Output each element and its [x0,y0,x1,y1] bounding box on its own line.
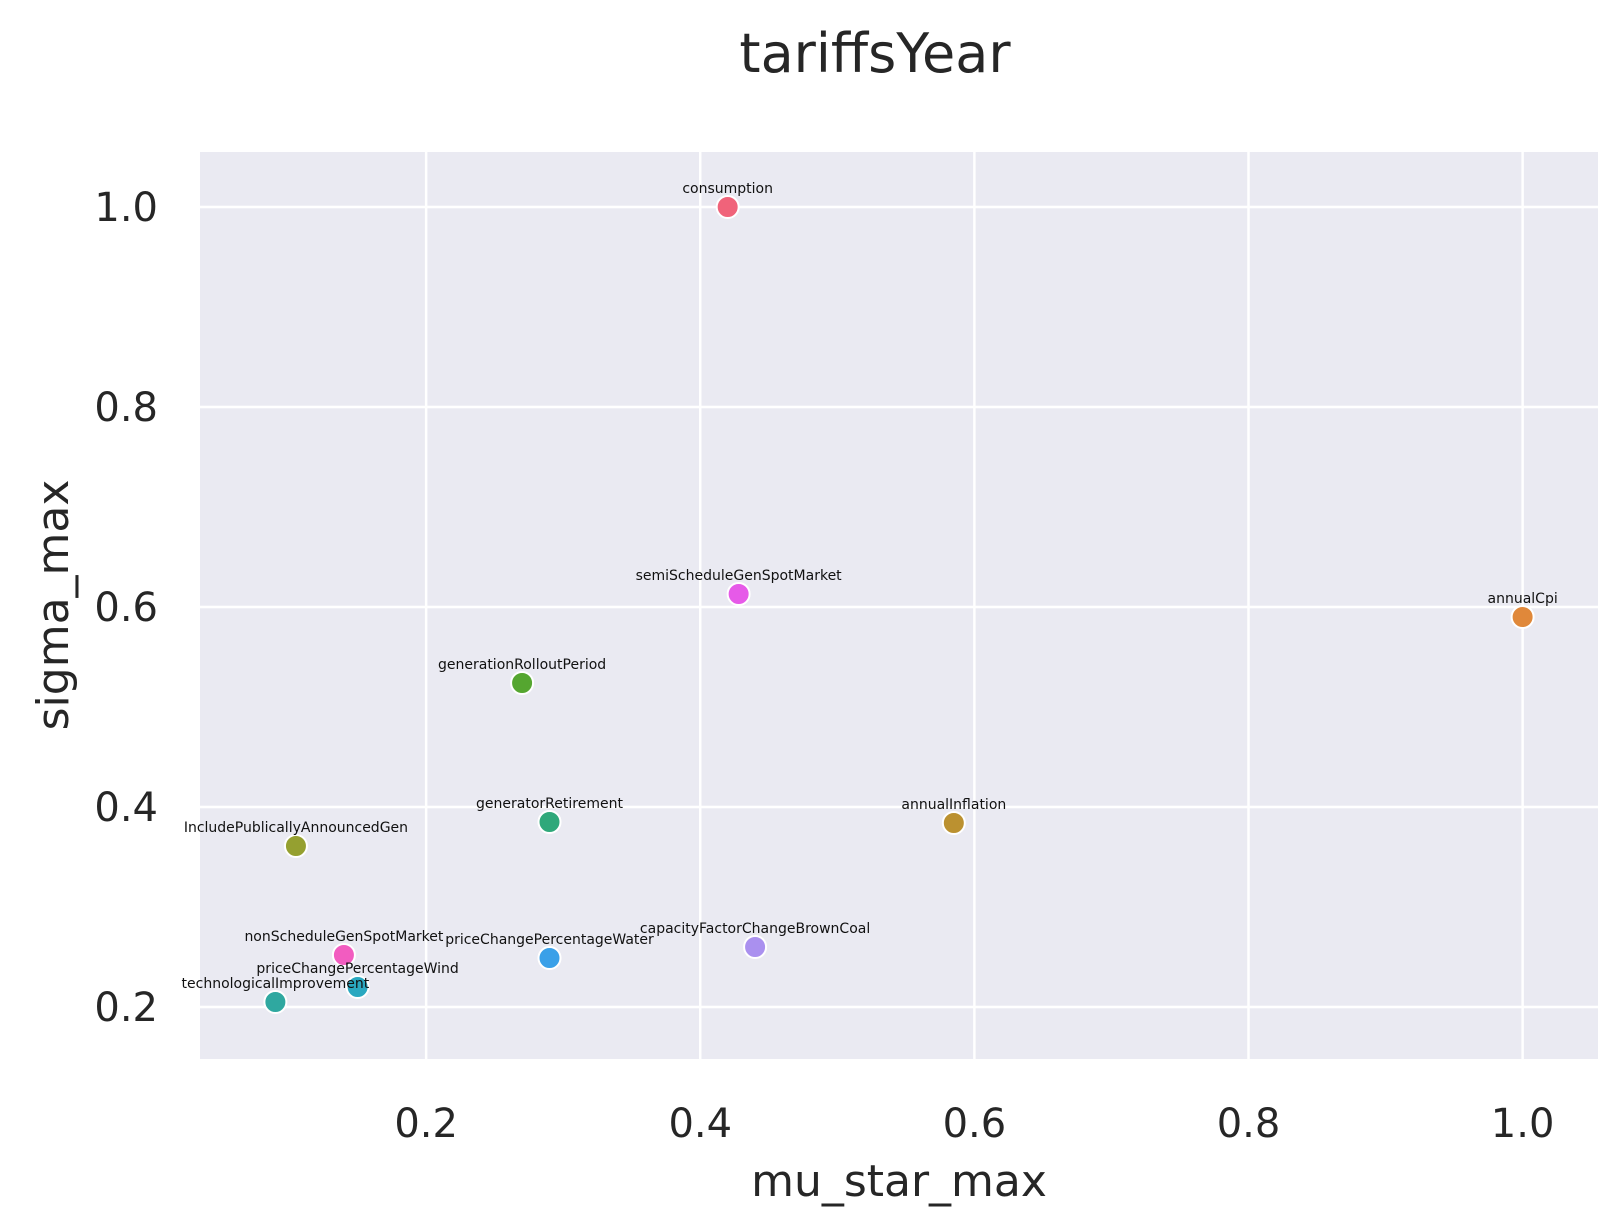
x-tick-label: 0.8 [1217,1101,1281,1147]
x-tick-label: 0.4 [668,1101,732,1147]
point-label: consumption [682,181,773,197]
x-tick-label: 1.0 [1491,1101,1555,1147]
data-point [283,834,308,858]
x-axis-label: mu_star_max [751,1156,1047,1207]
chart-title: tariffsYear [739,22,1011,85]
y-tick-label: 0.4 [94,785,158,831]
point-label: priceChangePercentageWater [445,932,654,948]
data-point [345,975,370,999]
data-points [263,195,1535,1014]
x-tick-label: 0.6 [943,1101,1007,1147]
point-label: priceChangePercentageWind [256,961,458,977]
point-label: technologicalImprovement [182,976,370,992]
point-label: IncludePublicallyAnnouncedGen [184,820,408,836]
point-label: annualCpi [1488,591,1558,607]
y-tick-label: 0.6 [94,585,158,631]
data-point [537,946,562,970]
y-tick-label: 0.2 [94,985,158,1031]
plot-area [200,152,1598,1059]
y-tick-label: 1.0 [94,185,158,231]
data-point [331,943,356,967]
point-label: semiScheduleGenSpotMarket [636,568,843,584]
data-point [537,810,562,834]
point-label: annualInflation [901,797,1006,813]
data-point [1510,605,1535,629]
data-point [743,935,768,959]
data-point [941,811,966,835]
x-tick-label: 0.2 [394,1101,458,1147]
y-tick-label: 0.8 [94,385,158,431]
data-point [715,195,740,219]
point-labels: consumption semiScheduleGenSpotMarket annu… [182,181,1558,992]
point-label: capacityFactorChangeBrownCoal [640,921,870,937]
point-label: generationRolloutPeriod [438,657,606,673]
data-point [510,671,535,695]
point-label: generatorRetirement [476,796,623,812]
point-label: nonScheduleGenSpotMarket [244,929,443,945]
data-point [726,582,751,606]
tick-labels: 0.2 0.4 0.6 0.8 1.0 0.2 0.4 0.6 0.8 1.0 [94,185,1554,1147]
y-axis-label: sigma_max [28,480,79,731]
data-point [263,990,288,1014]
